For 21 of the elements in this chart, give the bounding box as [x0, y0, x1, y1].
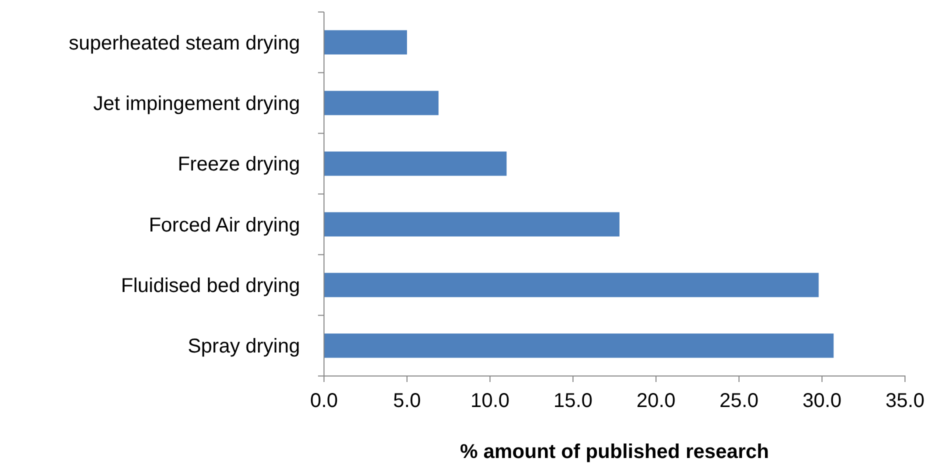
x-tick-label: 35.0 — [886, 390, 924, 412]
y-tick-label: Spray drying — [188, 336, 300, 358]
bar — [324, 30, 407, 54]
bar — [324, 212, 620, 236]
y-tick-label: Forced Air drying — [148, 214, 300, 236]
x-tick-label: 20.0 — [636, 390, 676, 412]
x-tick-label: 15.0 — [554, 390, 592, 412]
x-tick-label: 25.0 — [720, 390, 758, 412]
y-tick-label: Fluidised bed drying — [121, 275, 300, 297]
bar — [324, 152, 507, 176]
bar — [324, 90, 439, 116]
y-tick-label: superheated steam drying — [68, 32, 300, 54]
bar — [324, 272, 819, 298]
x-axis-title: % amount of published research — [460, 441, 769, 463]
x-tick-label: 30.0 — [802, 390, 842, 412]
bar — [324, 334, 834, 358]
x-tick-label: 5.0 — [393, 390, 421, 412]
x-tick-label: 10.0 — [470, 390, 510, 412]
y-tick-label: Freeze drying — [178, 154, 300, 176]
y-tick-label: Jet impingement drying — [93, 93, 300, 115]
x-tick-label: 0.0 — [310, 390, 338, 412]
